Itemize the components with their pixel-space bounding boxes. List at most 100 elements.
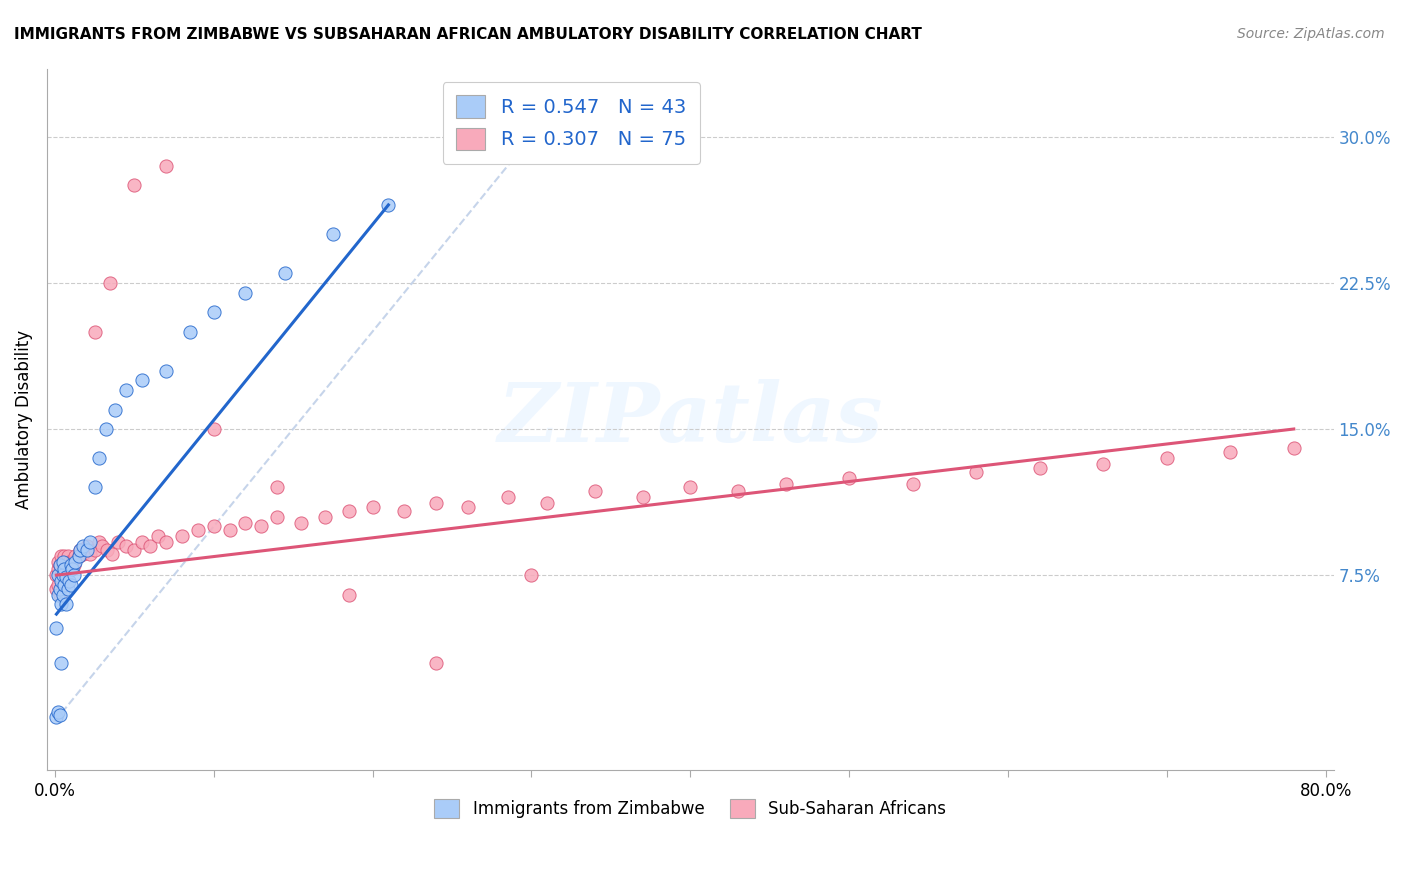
Point bbox=[45, 710, 67, 724]
Point bbox=[46, 554, 69, 568]
Point bbox=[58, 554, 80, 568]
Point bbox=[45, 568, 67, 582]
Point bbox=[290, 516, 312, 530]
Point bbox=[115, 539, 138, 553]
Point bbox=[59, 558, 82, 573]
Point bbox=[59, 562, 82, 576]
Point bbox=[520, 568, 543, 582]
Point bbox=[104, 402, 127, 417]
Point bbox=[53, 578, 76, 592]
Point bbox=[202, 519, 225, 533]
Point bbox=[51, 598, 73, 612]
Point bbox=[79, 547, 101, 561]
Point bbox=[55, 558, 77, 573]
Point bbox=[76, 542, 98, 557]
Point bbox=[457, 500, 479, 514]
Point bbox=[496, 490, 519, 504]
Point bbox=[965, 465, 987, 479]
Point bbox=[179, 325, 201, 339]
Point bbox=[45, 621, 67, 635]
Point bbox=[83, 480, 105, 494]
Point bbox=[425, 496, 447, 510]
Point bbox=[96, 542, 118, 557]
Point bbox=[65, 554, 87, 568]
Point bbox=[122, 178, 145, 193]
Point bbox=[235, 516, 257, 530]
Point bbox=[679, 480, 702, 494]
Point bbox=[775, 476, 797, 491]
Point bbox=[46, 568, 69, 582]
Point bbox=[53, 549, 76, 563]
Text: IMMIGRANTS FROM ZIMBABWE VS SUBSAHARAN AFRICAN AMBULATORY DISABILITY CORRELATION: IMMIGRANTS FROM ZIMBABWE VS SUBSAHARAN A… bbox=[14, 27, 922, 42]
Point bbox=[60, 554, 83, 568]
Point bbox=[48, 558, 70, 573]
Text: ZIPatlas: ZIPatlas bbox=[498, 379, 883, 459]
Point bbox=[48, 582, 70, 596]
Point bbox=[51, 574, 73, 588]
Point bbox=[361, 500, 384, 514]
Point bbox=[100, 276, 122, 290]
Point bbox=[83, 325, 105, 339]
Point bbox=[60, 562, 83, 576]
Legend: Immigrants from Zimbabwe, Sub-Saharan Africans: Immigrants from Zimbabwe, Sub-Saharan Af… bbox=[427, 792, 953, 825]
Point bbox=[72, 539, 94, 553]
Point bbox=[536, 496, 558, 510]
Point bbox=[51, 549, 73, 563]
Point bbox=[53, 562, 76, 576]
Point bbox=[56, 549, 79, 563]
Point bbox=[52, 568, 75, 582]
Point bbox=[155, 159, 177, 173]
Point bbox=[131, 373, 153, 387]
Point bbox=[58, 574, 80, 588]
Point bbox=[52, 588, 75, 602]
Point bbox=[322, 227, 344, 241]
Point bbox=[1282, 442, 1305, 456]
Point bbox=[122, 542, 145, 557]
Point bbox=[63, 568, 86, 582]
Point bbox=[89, 451, 111, 466]
Point bbox=[266, 509, 288, 524]
Point bbox=[46, 705, 69, 719]
Point bbox=[52, 554, 75, 568]
Point bbox=[838, 471, 860, 485]
Y-axis label: Ambulatory Disability: Ambulatory Disability bbox=[15, 330, 32, 508]
Point bbox=[69, 542, 91, 557]
Point bbox=[101, 547, 124, 561]
Point bbox=[727, 484, 749, 499]
Point bbox=[139, 539, 162, 553]
Point bbox=[67, 549, 90, 563]
Point bbox=[131, 535, 153, 549]
Point bbox=[202, 305, 225, 319]
Point bbox=[76, 539, 98, 553]
Point bbox=[235, 285, 257, 300]
Point bbox=[56, 582, 79, 596]
Point bbox=[115, 383, 138, 397]
Point bbox=[51, 656, 73, 670]
Point bbox=[901, 476, 924, 491]
Point bbox=[91, 539, 114, 553]
Point bbox=[187, 524, 209, 538]
Point bbox=[55, 570, 77, 584]
Point bbox=[55, 598, 77, 612]
Point bbox=[394, 504, 416, 518]
Point bbox=[1028, 461, 1050, 475]
Point bbox=[266, 480, 288, 494]
Point bbox=[250, 519, 273, 533]
Point bbox=[425, 656, 447, 670]
Point bbox=[337, 504, 360, 518]
Point bbox=[337, 588, 360, 602]
Point bbox=[83, 542, 105, 557]
Point bbox=[218, 524, 240, 538]
Point bbox=[1219, 445, 1241, 459]
Point bbox=[631, 490, 654, 504]
Point bbox=[274, 266, 297, 280]
Point bbox=[67, 549, 90, 563]
Point bbox=[1156, 451, 1178, 466]
Point bbox=[155, 535, 177, 549]
Point bbox=[146, 529, 169, 543]
Point bbox=[46, 578, 69, 592]
Point bbox=[155, 363, 177, 377]
Point bbox=[107, 535, 129, 549]
Point bbox=[94, 422, 117, 436]
Text: Source: ZipAtlas.com: Source: ZipAtlas.com bbox=[1237, 27, 1385, 41]
